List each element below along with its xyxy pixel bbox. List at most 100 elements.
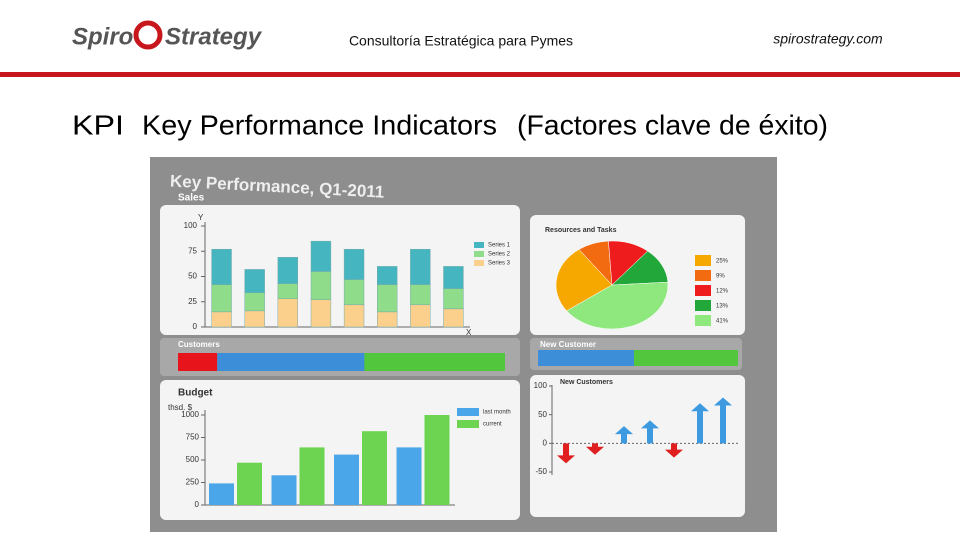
bar-segment <box>310 271 332 300</box>
brand-left: Spiro <box>72 23 133 50</box>
y-tick-label: 100 <box>184 221 198 230</box>
bar-segment <box>410 248 431 285</box>
y-tick-label: 75 <box>188 246 197 255</box>
progress-segment <box>178 353 218 371</box>
bar-segment <box>244 269 265 293</box>
bar-segment <box>310 240 332 272</box>
bar-segment <box>410 304 431 328</box>
legend-swatch <box>695 300 711 311</box>
legend-label: last month <box>483 410 511 416</box>
legend-swatch <box>695 285 711 296</box>
bar-segment <box>443 288 464 310</box>
legend-swatch <box>695 255 711 266</box>
bar <box>424 415 450 505</box>
tagline: Consultoría Estratégica para Pymes <box>349 33 573 49</box>
legend-label: Series 3 <box>488 261 511 267</box>
y-tick-label: 500 <box>186 455 200 464</box>
bar-segment <box>443 308 464 328</box>
heading-title: Key Performance Indicators <box>142 109 497 140</box>
arrow <box>641 420 659 444</box>
legend-label: 9% <box>716 274 725 280</box>
legend-label: Series 2 <box>488 252 511 258</box>
y-tick-label: 1000 <box>181 410 199 419</box>
axis-label: X <box>466 328 472 337</box>
bar-segment <box>343 248 365 280</box>
legend-swatch <box>474 242 484 248</box>
legend-label: 41% <box>716 319 729 325</box>
panel-title: Customers <box>178 340 220 349</box>
panel-title: New Customer <box>540 340 596 349</box>
bar <box>209 483 234 505</box>
legend-label: 12% <box>716 289 729 295</box>
legend-swatch <box>695 315 711 326</box>
legend-label: 13% <box>716 304 729 310</box>
panel-title: Budget <box>178 388 213 399</box>
panel-title: Sales <box>178 193 205 204</box>
arrow <box>586 443 604 455</box>
y-tick-label: 0 <box>193 322 198 331</box>
bar-segment <box>244 292 265 312</box>
y-tick-label: 25 <box>188 297 197 306</box>
new-customers-panel <box>530 375 745 517</box>
legend-label: Series 1 <box>488 243 511 249</box>
bar-segment <box>343 279 365 306</box>
bar <box>237 462 262 505</box>
bar-segment <box>443 266 464 289</box>
bar-segment <box>277 298 298 328</box>
bar <box>271 475 297 505</box>
bar-segment <box>211 311 232 328</box>
legend-swatch <box>457 420 479 428</box>
bar-segment <box>277 283 298 299</box>
bar-segment <box>277 257 298 284</box>
pie-slice <box>566 281 669 330</box>
bar-segment <box>343 304 365 328</box>
arrow <box>615 426 633 444</box>
arrow <box>665 443 683 458</box>
panel-title: New Customers <box>560 379 613 386</box>
bar <box>362 431 387 505</box>
arrow <box>557 443 575 464</box>
arrow <box>691 403 709 444</box>
bar <box>396 447 422 505</box>
pie-slice <box>555 249 613 312</box>
legend-label: 25% <box>716 259 729 265</box>
unit-label: thsd. $ <box>168 403 193 412</box>
bar-segment <box>377 266 398 285</box>
axis-label: Y <box>198 213 204 222</box>
bar-segment <box>377 311 398 328</box>
y-tick-label: 750 <box>186 433 200 442</box>
brand-right: Strategy <box>165 23 263 50</box>
bar-segment <box>211 284 232 313</box>
progress-segment <box>364 353 505 371</box>
bar-segment <box>211 248 232 285</box>
y-tick-label: 50 <box>538 410 547 419</box>
url: spirostrategy.com <box>773 31 883 47</box>
legend-swatch <box>474 251 484 257</box>
legend-label: current <box>483 422 502 428</box>
heading-acronym: KPI <box>72 109 124 140</box>
panel-title: Resources and Tasks <box>545 227 617 234</box>
y-tick-label: 100 <box>534 381 548 390</box>
y-tick-label: 0 <box>543 438 548 447</box>
progress-segment <box>634 350 738 366</box>
bar-segment <box>377 284 398 313</box>
logo-icon <box>133 20 163 50</box>
progress-segment <box>538 350 634 366</box>
y-tick-label: 50 <box>188 272 197 281</box>
bar <box>334 454 359 505</box>
bar-segment <box>310 299 332 328</box>
progress-segment <box>217 353 365 371</box>
legend-swatch <box>457 408 479 416</box>
y-tick-label: 250 <box>186 478 200 487</box>
y-tick-label: -50 <box>535 467 547 476</box>
header-rule <box>0 72 960 77</box>
legend-swatch <box>695 270 711 281</box>
bar <box>299 447 325 505</box>
arrow <box>714 397 732 444</box>
legend-swatch <box>474 260 484 266</box>
bar-segment <box>244 310 265 328</box>
y-tick-label: 0 <box>195 500 200 509</box>
bar-segment <box>410 284 431 306</box>
heading-subtitle: (Factores clave de éxito) <box>517 109 828 140</box>
